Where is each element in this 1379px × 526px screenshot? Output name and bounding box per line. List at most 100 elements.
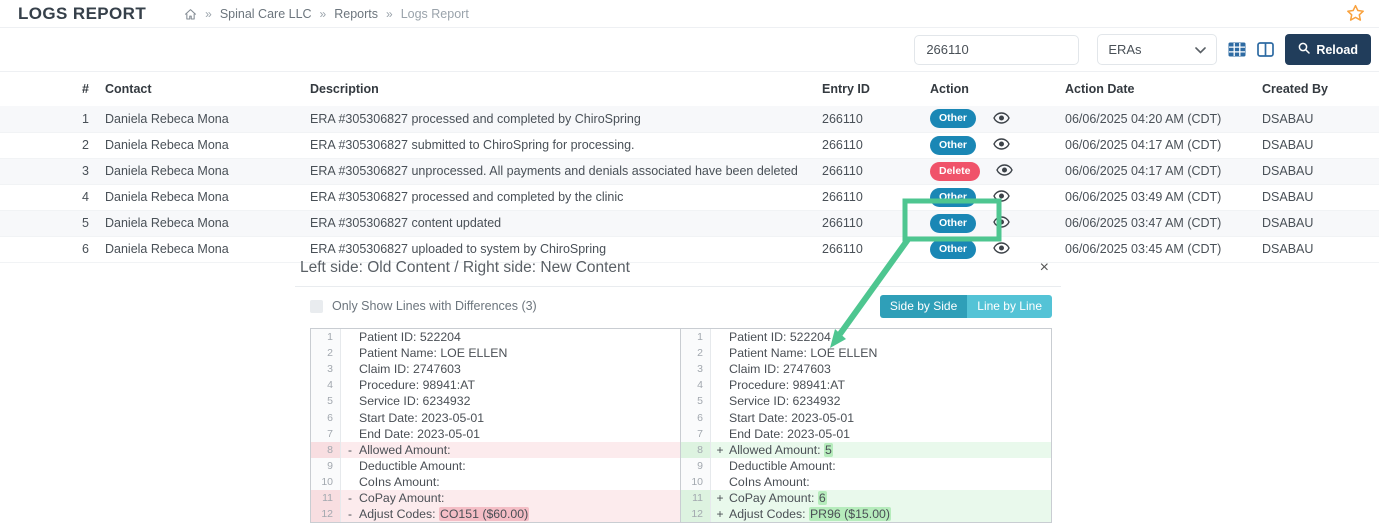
- view-details-eye-icon[interactable]: [992, 242, 1010, 254]
- diff-line-text: Patient Name: LOE ELLEN: [729, 346, 878, 361]
- diff-line-text: Adjust Codes: CO151 ($60.00): [359, 507, 530, 522]
- row-action-date: 06/06/2025 03:49 AM (CDT): [1065, 190, 1222, 204]
- diff-line: 4 Procedure: 98941:AT: [681, 377, 1051, 394]
- favorite-star-icon[interactable]: [1346, 4, 1365, 23]
- diff-line-marker: [711, 474, 729, 490]
- diff-line-marker: -: [348, 507, 352, 522]
- row-contact: Daniela Rebeca Mona: [105, 111, 229, 126]
- breadcrumb-separator: »: [205, 6, 212, 21]
- diff-line-marker: [341, 361, 359, 377]
- close-icon[interactable]: ×: [1039, 259, 1049, 276]
- diff-line-text: Deductible Amount:: [729, 458, 836, 473]
- breadcrumb-item-reports[interactable]: Reports: [334, 6, 379, 21]
- reload-button[interactable]: Reload: [1285, 34, 1371, 65]
- columns-icon[interactable]: [1257, 42, 1275, 57]
- reload-button-label: Reload: [1316, 42, 1358, 57]
- header-action-date: Action Date: [1065, 82, 1135, 96]
- header-action: Action: [930, 82, 969, 96]
- action-badge[interactable]: Other: [930, 187, 977, 207]
- log-type-select[interactable]: ERAs: [1097, 34, 1218, 65]
- diff-line: 3 Claim ID: 2747603: [681, 361, 1051, 378]
- diff-line-marker: [711, 458, 729, 474]
- diff-line-marker: [341, 377, 359, 393]
- diff-line-number: 12: [311, 506, 341, 523]
- diff-line: 2 Patient Name: LOE ELLEN: [681, 345, 1051, 362]
- row-created-by: DSABAU: [1262, 216, 1314, 230]
- diff-line: 8 - Allowed Amount:: [311, 441, 680, 458]
- breadcrumb-item-clinic[interactable]: Spinal Care LLC: [219, 6, 312, 21]
- home-icon[interactable]: [184, 8, 197, 21]
- diff-line-marker: [711, 426, 729, 442]
- row-contact: Daniela Rebeca Mona: [105, 242, 229, 256]
- row-action-date: 06/06/2025 03:45 AM (CDT): [1065, 242, 1222, 256]
- diff-grid: 1 Patient ID: 522204 2 Patient Name: LOE…: [310, 328, 1061, 524]
- view-details-eye-icon[interactable]: [992, 216, 1010, 228]
- diff-line-number: 9: [681, 457, 711, 474]
- row-number: 6: [82, 242, 89, 256]
- diff-line-number: 8: [311, 441, 341, 458]
- row-number: 4: [82, 190, 89, 204]
- row-entry-id: 266110: [822, 190, 863, 204]
- action-badge[interactable]: Other: [930, 135, 977, 155]
- diff-line-marker: [711, 393, 729, 409]
- diff-line: 7 End Date: 2023-05-01: [681, 425, 1051, 442]
- log-table-row: 6 Daniela Rebeca Mona ERA #305306827 upl…: [0, 236, 1379, 262]
- diff-line-number: 2: [681, 345, 711, 362]
- row-entry-id: 266110: [822, 111, 863, 126]
- diff-line-number: 3: [681, 361, 711, 378]
- diff-line-text: Service ID: 6234932: [729, 394, 841, 409]
- view-details-eye-icon[interactable]: [992, 112, 1010, 124]
- diff-line-marker: [711, 409, 729, 425]
- diff-line-text: Procedure: 98941:AT: [359, 378, 475, 393]
- diff-line: 5 Service ID: 6234932: [311, 393, 680, 410]
- diff-line-number: 7: [681, 425, 711, 442]
- row-description: ERA #305306827 uploaded to system by Chi…: [310, 242, 607, 256]
- header-number: #: [82, 82, 89, 96]
- filter-toolbar: ERAs Reload: [0, 28, 1379, 72]
- row-description: ERA #305306827 processed and completed b…: [310, 190, 624, 204]
- diff-line-text: Adjust Codes: PR96 ($15.00): [729, 507, 891, 522]
- diff-line-text: Deductible Amount:: [359, 458, 466, 473]
- log-table-row: 1 Daniela Rebeca Mona ERA #305306827 pro…: [0, 106, 1379, 132]
- row-description: ERA #305306827 processed and completed b…: [310, 111, 641, 126]
- row-entry-id: 266110: [822, 138, 863, 152]
- row-number: 1: [82, 111, 89, 126]
- entry-id-search-input[interactable]: [914, 34, 1080, 65]
- line-by-line-toggle[interactable]: Line by Line: [967, 294, 1052, 318]
- diff-line-marker: [341, 409, 359, 425]
- view-details-eye-icon[interactable]: [996, 164, 1013, 176]
- row-description: ERA #305306827 content updated: [310, 216, 502, 230]
- action-badge[interactable]: Delete: [930, 161, 980, 181]
- only-show-differences-label: Only Show Lines with Differences (3): [332, 299, 537, 313]
- header-created-by: Created By: [1262, 82, 1328, 96]
- table-grid-icon[interactable]: [1228, 42, 1246, 57]
- diff-line: 5 Service ID: 6234932: [681, 393, 1051, 410]
- diff-line: 6 Start Date: 2023-05-01: [681, 409, 1051, 426]
- action-badge[interactable]: Other: [930, 239, 977, 259]
- row-action-date: 06/06/2025 04:17 AM (CDT): [1065, 138, 1222, 152]
- view-details-eye-icon[interactable]: [992, 138, 1010, 150]
- view-details-eye-icon[interactable]: [992, 190, 1010, 202]
- content-diff-panel: Left side: Old Content / Right side: New…: [295, 256, 1061, 524]
- row-contact: Daniela Rebeca Mona: [105, 216, 229, 230]
- diff-line-marker: +: [716, 442, 724, 457]
- diff-line-text: Claim ID: 2747603: [359, 362, 461, 377]
- diff-line-text: Allowed Amount:: [359, 442, 451, 457]
- diff-line-number: 3: [311, 361, 341, 378]
- diff-line-text: CoPay Amount: 6: [729, 490, 827, 505]
- action-badge[interactable]: Other: [930, 213, 977, 233]
- diff-line-marker: [711, 329, 729, 345]
- diff-line-text: CoPay Amount:: [359, 490, 445, 505]
- diff-line-number: 4: [681, 377, 711, 394]
- side-by-side-toggle[interactable]: Side by Side: [879, 294, 968, 318]
- diff-line-marker: +: [716, 490, 724, 505]
- action-badge[interactable]: Other: [930, 109, 977, 129]
- diff-line-marker: [711, 377, 729, 393]
- diff-line-marker: [341, 426, 359, 442]
- diff-line-text: Claim ID: 2747603: [729, 362, 831, 377]
- breadcrumb-separator: »: [319, 6, 327, 21]
- only-show-differences-checkbox[interactable]: [310, 299, 323, 313]
- logs-table-body: 1 Daniela Rebeca Mona ERA #305306827 pro…: [0, 106, 1379, 262]
- diff-line: 8 + Allowed Amount: 5: [681, 441, 1051, 458]
- diff-line-marker: -: [348, 490, 352, 505]
